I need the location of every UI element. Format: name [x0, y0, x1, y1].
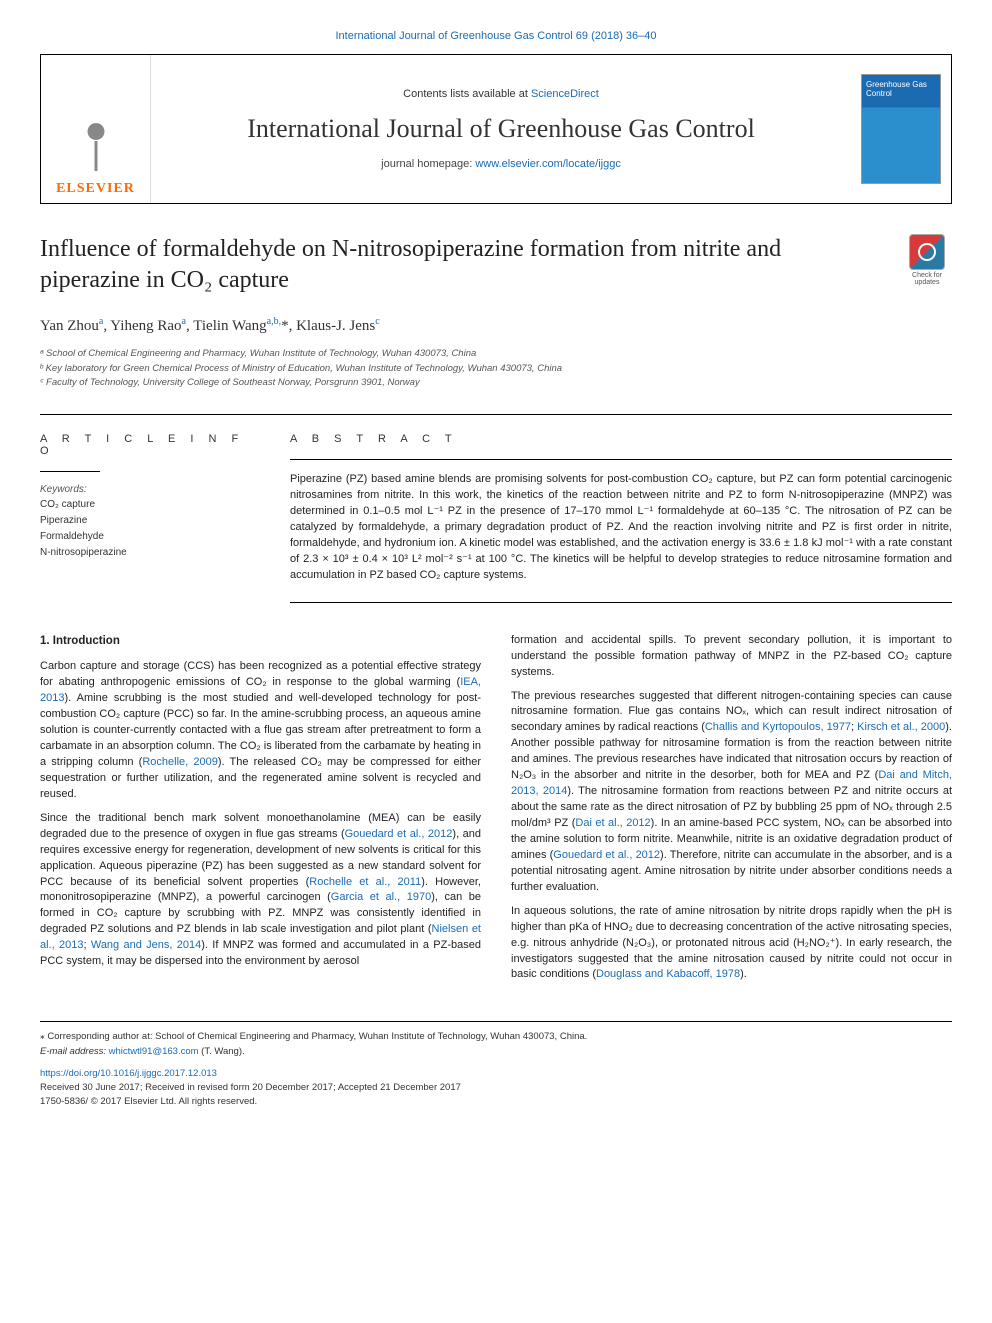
sciencedirect-link[interactable]: ScienceDirect [531, 88, 599, 100]
abstract-top-divider [290, 459, 952, 460]
masthead-center: Contents lists available at ScienceDirec… [151, 55, 851, 203]
author-list: Yan Zhoua, Yiheng Raoa, Tielin Wanga,b,*… [40, 316, 952, 335]
contents-line: Contents lists available at ScienceDirec… [403, 88, 599, 100]
journal-cover-thumbnail: Greenhouse Gas Control [861, 74, 941, 184]
article-title: Influence of formaldehyde on N-nitrosopi… [40, 234, 882, 296]
keywords-list: CO₂ capturePiperazineFormaldehydeN-nitro… [40, 497, 260, 561]
body-right-column: formation and accidental spills. To prev… [511, 633, 952, 992]
email-line: E-mail address: whictwtl91@163.com (T. W… [40, 1045, 952, 1059]
abstract-bottom-divider [290, 602, 952, 603]
elsevier-wordmark: ELSEVIER [56, 181, 135, 197]
corresponding-author: ⁎ Corresponding author at: School of Che… [40, 1030, 952, 1044]
cover-thumb-box: Greenhouse Gas Control [851, 55, 951, 203]
body-left-column: 1. Introduction Carbon capture and stora… [40, 633, 481, 992]
journal-name: International Journal of Greenhouse Gas … [247, 114, 755, 144]
body-two-columns: 1. Introduction Carbon capture and stora… [40, 633, 952, 992]
introduction-heading: 1. Introduction [40, 633, 481, 650]
running-header: International Journal of Greenhouse Gas … [40, 30, 952, 42]
received-line: Received 30 June 2017; Received in revis… [40, 1081, 952, 1095]
elsevier-tree-icon [66, 107, 126, 177]
publisher-logo-box: ELSEVIER [41, 55, 151, 203]
copyright-line: 1750-5836/ © 2017 Elsevier Ltd. All righ… [40, 1095, 952, 1109]
corr-email-link[interactable]: whictwtl91@163.com [109, 1046, 199, 1057]
abstract-column: A B S T R A C T Piperazine (PZ) based am… [290, 433, 952, 603]
article-info-column: A R T I C L E I N F O Keywords: CO₂ capt… [40, 433, 290, 603]
info-divider [40, 471, 100, 472]
abstract-heading: A B S T R A C T [290, 433, 952, 445]
doi-link[interactable]: https://doi.org/10.1016/j.ijggc.2017.12.… [40, 1068, 217, 1079]
check-updates-icon [909, 234, 945, 270]
check-updates-text: Check for updates [902, 272, 952, 286]
info-abstract-row: A R T I C L E I N F O Keywords: CO₂ capt… [40, 414, 952, 603]
journal-homepage-link[interactable]: www.elsevier.com/locate/ijggc [475, 158, 621, 170]
affiliations: ᵃ School of Chemical Engineering and Pha… [40, 347, 952, 390]
abstract-text: Piperazine (PZ) based amine blends are p… [290, 472, 952, 584]
homepage-line: journal homepage: www.elsevier.com/locat… [381, 158, 621, 170]
article-info-heading: A R T I C L E I N F O [40, 433, 260, 457]
footer: ⁎ Corresponding author at: School of Che… [40, 1021, 952, 1109]
cover-title-text: Greenhouse Gas Control [866, 81, 936, 99]
journal-masthead: ELSEVIER Contents lists available at Sci… [40, 54, 952, 204]
citation-link[interactable]: International Journal of Greenhouse Gas … [335, 30, 656, 42]
keywords-label: Keywords: [40, 484, 260, 495]
check-updates-badge[interactable]: Check for updates [902, 234, 952, 286]
doi-line: https://doi.org/10.1016/j.ijggc.2017.12.… [40, 1067, 952, 1081]
title-row: Influence of formaldehyde on N-nitrosopi… [40, 234, 952, 296]
